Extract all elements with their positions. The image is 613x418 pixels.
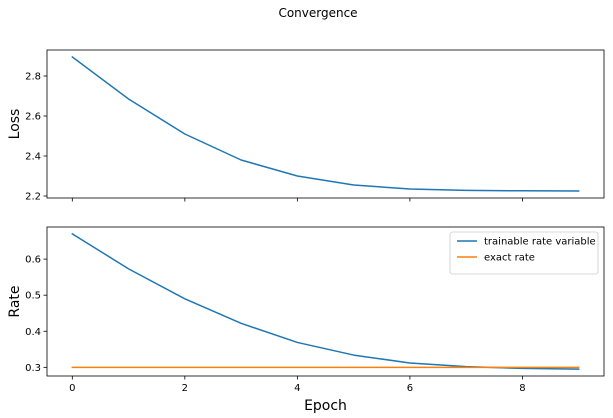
x-axis-label: Epoch (304, 398, 347, 414)
y-tick-label: 2.8 (25, 72, 41, 83)
axes-frame (46, 49, 605, 199)
y-tick-label: 0.4 (25, 327, 41, 338)
y-tick-label: 0.5 (25, 291, 41, 302)
rate-panel: 0.3 0.4 0.5 0.6 0 2 4 6 8 Rate Epoch trainable rate… (7, 226, 605, 414)
y-axis-label: Loss (7, 109, 23, 140)
figure-title: Convergence (278, 6, 357, 20)
x-tick-label: 4 (294, 383, 300, 394)
y-axis-label: Rate (7, 285, 23, 317)
y-tick-label: 2.4 (25, 152, 41, 163)
y-tick-label: 2.6 (25, 112, 41, 123)
legend: trainable rate variable exact rate (449, 231, 599, 275)
legend-label: exact rate (484, 253, 535, 264)
series-line-loss-0 (71, 55, 580, 192)
x-tick-label: 8 (519, 383, 525, 394)
y-tick-label: 0.6 (25, 255, 41, 266)
x-tick-label: 6 (407, 383, 413, 394)
x-tick-label: 0 (69, 383, 75, 394)
y-tick-label: 0.3 (25, 363, 41, 374)
x-tick-label: 2 (182, 383, 188, 394)
y-tick-label: 2.2 (25, 192, 41, 203)
legend-box (449, 231, 599, 275)
legend-label: trainable rate variable (484, 237, 596, 248)
loss-panel: 2.2 2.4 2.6 2.8 Loss (7, 49, 605, 203)
axes-frame (46, 226, 605, 377)
